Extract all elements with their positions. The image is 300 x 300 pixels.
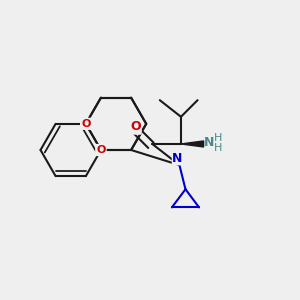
Polygon shape — [181, 141, 204, 147]
Text: N: N — [172, 152, 183, 165]
Text: N: N — [204, 136, 214, 148]
Text: H: H — [214, 133, 222, 143]
Text: H: H — [214, 143, 222, 154]
Text: O: O — [130, 121, 141, 134]
Text: O: O — [81, 119, 91, 129]
Text: O: O — [96, 145, 106, 155]
